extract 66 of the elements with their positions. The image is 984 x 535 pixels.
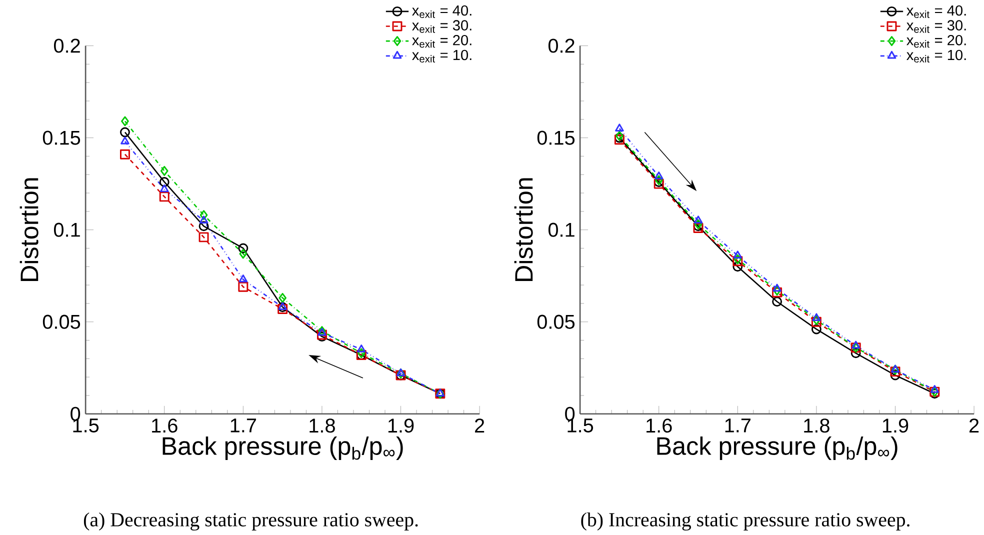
point <box>159 192 170 202</box>
point <box>200 210 208 220</box>
point <box>198 221 209 232</box>
point <box>732 262 743 272</box>
legend-label: x$_{exit}$ = 30. <box>906 20 966 33</box>
x-tick-label: 1.5 <box>73 418 99 432</box>
text: (a) Decreasing static pressure ratio sweep. <box>84 512 418 531</box>
point <box>120 127 130 138</box>
point <box>772 284 782 292</box>
point <box>160 166 168 176</box>
point <box>278 292 286 303</box>
point <box>120 149 130 160</box>
y-tick-label: 0.05 <box>537 314 575 329</box>
point <box>772 296 782 307</box>
x-tick-label: 1.8 <box>804 418 830 433</box>
x-axis-title: Back pressure (p$_{b}$/p$_{∞}$) <box>657 436 898 460</box>
x-tick-label: 2 <box>475 418 484 432</box>
text: (b) Increasing static pressure ratio sweep. <box>581 512 910 531</box>
point <box>198 232 209 242</box>
x-tick-label: 2 <box>970 418 979 432</box>
x-tick-label: 1.9 <box>388 418 414 433</box>
point <box>120 136 130 144</box>
legend-label: x$_{exit}$ = 20. <box>906 35 966 48</box>
legend-label: x$_{exit}$ = 10. <box>906 50 966 63</box>
x-tick-label: 1.8 <box>310 418 335 433</box>
legend-label: x$_{exit}$ = 10. <box>412 50 472 63</box>
point <box>850 348 861 358</box>
x-tick-label: 1.9 <box>882 418 908 433</box>
point <box>159 177 170 187</box>
point <box>733 250 742 258</box>
y-tick-label: 0.2 <box>54 38 80 53</box>
y-axis-title: Distortion <box>20 178 38 282</box>
point <box>238 274 248 282</box>
point <box>812 313 821 322</box>
x-tick-label: 1.6 <box>646 418 672 433</box>
point <box>239 248 248 259</box>
point <box>811 324 822 334</box>
point <box>121 116 129 126</box>
legend-label: x$_{exit}$ = 30. <box>412 20 472 33</box>
y-tick-label: 0.1 <box>54 222 80 237</box>
point <box>160 184 169 192</box>
y-tick-label: 0.2 <box>548 38 574 53</box>
point <box>356 344 366 352</box>
x-tick-label: 1.7 <box>230 418 256 432</box>
point <box>615 124 624 132</box>
point <box>851 340 860 349</box>
x-axis-title: Back pressure (p$_{b}$/p$_{∞}$) <box>162 436 403 460</box>
y-tick-label: 0.1 <box>548 222 574 237</box>
point <box>199 216 208 224</box>
legend-label: x$_{exit}$ = 40. <box>412 5 472 18</box>
y-tick-label: 0.15 <box>537 130 575 145</box>
point <box>238 243 248 254</box>
x-tick-label: 1.5 <box>568 418 594 432</box>
point <box>238 282 248 292</box>
point <box>278 302 287 310</box>
point <box>930 385 940 393</box>
point <box>654 171 664 180</box>
point <box>694 216 703 224</box>
x-tick-label: 1.6 <box>152 418 178 433</box>
y-axis-title: Distortion <box>514 178 533 282</box>
legend-label: x$_{exit}$ = 20. <box>412 35 472 48</box>
y-tick-label: 0.15 <box>42 130 80 145</box>
legend-label: x$_{exit}$ = 40. <box>906 5 966 18</box>
y-tick-label: 0.05 <box>42 314 80 329</box>
x-tick-label: 1.7 <box>725 418 750 432</box>
point <box>890 370 900 380</box>
